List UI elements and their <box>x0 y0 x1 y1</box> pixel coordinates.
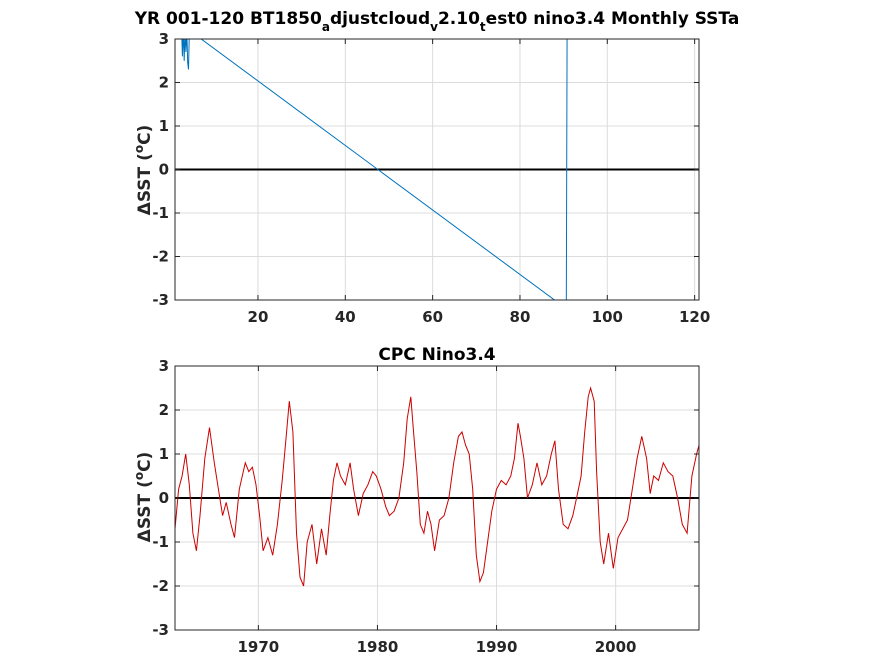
top-panel: -3 -2 -1 0 1 2 3 20 40 60 80 100 120 YR 001-120 BT1… <box>132 9 739 326</box>
x-tick-label: 60 <box>422 308 443 326</box>
y-tick-label: -2 <box>152 577 169 595</box>
series-line <box>181 39 568 300</box>
x-tick-labels: 20 40 60 80 100 120 <box>248 308 711 326</box>
y-axis-label: ΔSST (oC) <box>132 125 155 216</box>
y-tick-label: 2 <box>159 74 169 92</box>
y-tick-labels: -3 -2 -1 0 1 2 3 <box>152 30 169 309</box>
x-tick-label: 2000 <box>595 638 637 656</box>
x-tick-label: 80 <box>510 308 531 326</box>
y-tick-label: -1 <box>152 533 169 551</box>
x-tick-label: 40 <box>335 308 356 326</box>
tick-marks <box>175 365 699 631</box>
data-series <box>175 386 699 587</box>
x-tick-label: 1990 <box>476 638 518 656</box>
data-series <box>181 39 568 300</box>
series-line <box>175 386 699 587</box>
x-tick-labels: 1970 1980 1990 2000 <box>237 638 636 656</box>
chart-title: YR 001-120 BT1850adjustcloudv2.10test0 n… <box>134 9 740 34</box>
y-tick-label: 1 <box>159 445 169 463</box>
x-tick-label: 1980 <box>357 638 399 656</box>
tick-marks <box>175 38 699 301</box>
x-tick-label: 100 <box>592 308 623 326</box>
y-axis-label: ΔSST (oC) <box>132 452 155 543</box>
y-tick-label: 3 <box>159 30 169 48</box>
x-tick-label: 1970 <box>237 638 279 656</box>
y-tick-label: -1 <box>152 204 169 222</box>
x-tick-label: 120 <box>679 308 710 326</box>
y-tick-label: 1 <box>159 117 169 135</box>
x-tick-label: 20 <box>248 308 269 326</box>
y-tick-label: 2 <box>159 401 169 419</box>
y-tick-labels: -3 -2 -1 0 1 2 3 <box>152 357 169 639</box>
y-tick-label: 3 <box>159 357 169 375</box>
chart-title: CPC Nino3.4 <box>378 345 495 365</box>
y-tick-label: -2 <box>152 248 169 266</box>
y-tick-label: -3 <box>152 291 169 309</box>
y-tick-label: -3 <box>152 621 169 639</box>
y-tick-label: 0 <box>159 489 169 507</box>
y-tick-label: 0 <box>159 161 169 179</box>
